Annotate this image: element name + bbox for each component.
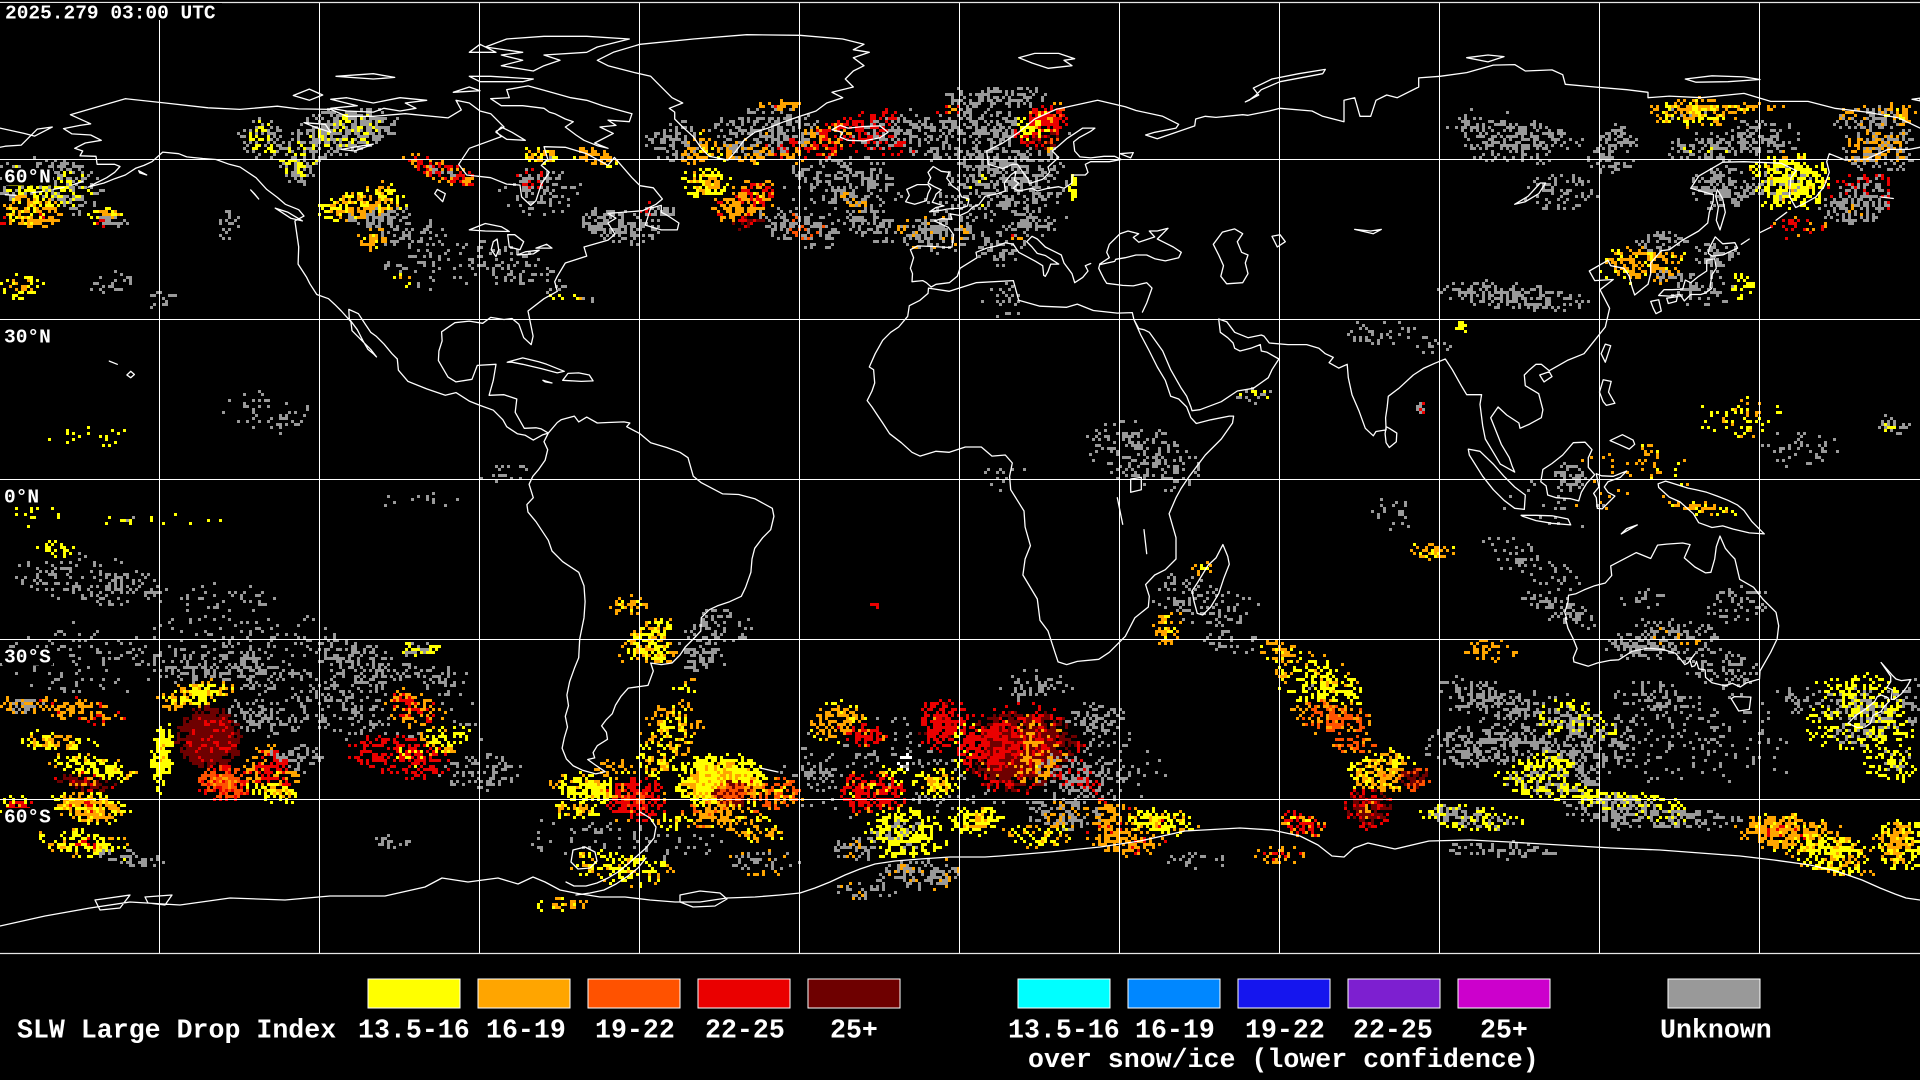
svg-text:16-19: 16-19	[1135, 1016, 1215, 1046]
svg-text:13.5-16: 13.5-16	[1008, 1016, 1120, 1046]
svg-text:16-19: 16-19	[486, 1016, 566, 1046]
svg-text:Unknown: Unknown	[1660, 1016, 1772, 1046]
svg-text:19-22: 19-22	[1245, 1016, 1325, 1046]
svg-text:13.5-16: 13.5-16	[358, 1016, 470, 1046]
svg-text:2025.279 03:00 UTC: 2025.279 03:00 UTC	[5, 3, 216, 25]
svg-text:60°N: 60°N	[4, 167, 51, 189]
svg-text:30°S: 30°S	[4, 647, 51, 669]
svg-text:over snow/ice (lower confidenc: over snow/ice (lower confidence)	[1028, 1045, 1539, 1075]
svg-text:25+: 25+	[1480, 1016, 1528, 1046]
svg-text:25+: 25+	[830, 1016, 878, 1046]
svg-text:30°N: 30°N	[4, 327, 51, 349]
svg-text:22-25: 22-25	[1353, 1016, 1433, 1046]
svg-text:SLW Large Drop Index: SLW Large Drop Index	[17, 1016, 336, 1046]
svg-text:60°S: 60°S	[4, 807, 51, 829]
svg-text:22-25: 22-25	[705, 1016, 785, 1046]
svg-text:19-22: 19-22	[595, 1016, 675, 1046]
svg-text:0°N: 0°N	[4, 487, 39, 509]
